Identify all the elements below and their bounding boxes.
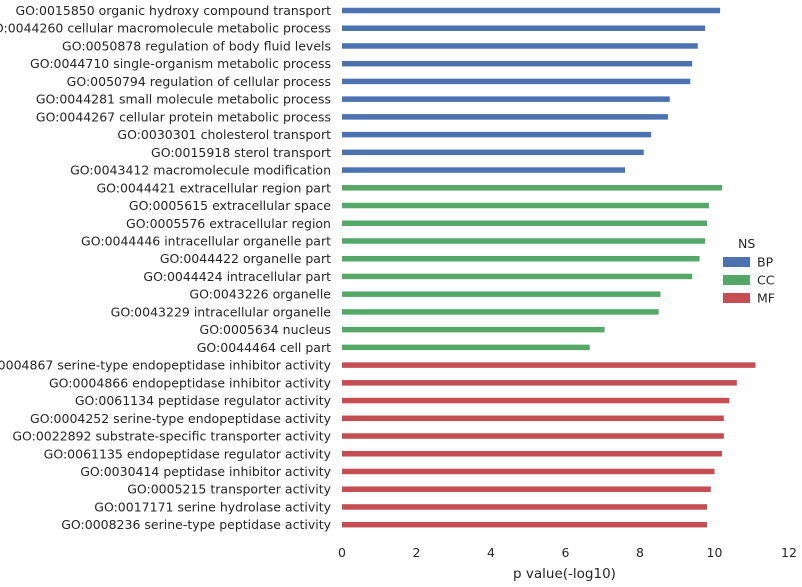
category-label: GO:0044260 cellular macromolecule metabo… — [0, 21, 331, 36]
legend: NS BP CC MF — [723, 236, 775, 306]
bar-bp-1 — [342, 25, 706, 31]
x-axis-ticks: 0 2 4 6 8 10 12 — [338, 545, 797, 560]
bar-bp-9 — [342, 167, 626, 173]
x-tick-label: 6 — [562, 545, 570, 560]
bar-cc-10 — [342, 185, 722, 191]
bar-cc-16 — [342, 291, 661, 297]
category-label: GO:0061135 endopeptidase regulator activ… — [44, 446, 332, 461]
bar-cc-19 — [342, 344, 590, 351]
legend-swatch-mf — [723, 293, 750, 303]
x-tick-label: 10 — [707, 545, 723, 560]
category-label: GO:0005634 nucleus — [200, 322, 331, 337]
category-label: GO:0044281 small molecule metabolic proc… — [36, 92, 331, 107]
category-label: GO:0044421 extracellular region part — [96, 180, 331, 195]
legend-label-mf: MF — [757, 291, 775, 306]
legend-title: NS — [738, 236, 755, 251]
category-label: GO:0061134 peptidase regulator activity — [75, 393, 332, 408]
category-label: GO:0017171 serine hydrolase activity — [94, 499, 331, 514]
category-label: GO:0015850 organic hydroxy compound tran… — [15, 3, 331, 18]
x-tick-label: 0 — [338, 545, 346, 560]
category-label: GO:0004252 serine-type endopeptidase act… — [30, 411, 332, 426]
bar-mf-21 — [342, 380, 737, 386]
category-label: GO:0043229 intracellular organelle — [111, 304, 332, 319]
bar-bp-0 — [342, 7, 721, 14]
legend-label-cc: CC — [757, 273, 775, 288]
bar-bp-2 — [342, 43, 698, 49]
category-label: GO:0005615 extracellular space — [129, 198, 331, 213]
bar-mf-28 — [342, 504, 708, 510]
bar-mf-23 — [342, 415, 724, 422]
category-label: GO:0005215 transporter activity — [127, 482, 331, 497]
bar-cc-14 — [342, 255, 700, 262]
category-label: GO:0030414 peptidase inhibitor activity — [80, 464, 331, 479]
bar-cc-18 — [342, 326, 605, 333]
legend-swatch-cc — [723, 275, 750, 285]
bar-bp-8 — [342, 149, 644, 156]
category-label: GO:0044446 intracellular organelle part — [81, 233, 331, 248]
category-label: GO:0005576 extracellular region — [126, 216, 331, 231]
bar-cc-11 — [342, 202, 709, 209]
bar-cc-12 — [342, 220, 708, 227]
category-label: GO:0043412 macromolecule modification — [70, 163, 331, 178]
bar-mf-20 — [342, 362, 756, 368]
x-tick-label: 4 — [487, 545, 495, 560]
bar-mf-26 — [342, 468, 715, 475]
bar-mf-24 — [342, 433, 724, 439]
category-label: GO:0030301 cholesterol transport — [117, 127, 331, 142]
bar-mf-29 — [342, 521, 708, 528]
bar-mf-27 — [342, 486, 711, 492]
bar-mf-22 — [342, 397, 730, 404]
x-axis-title: p value(-log10) — [513, 566, 616, 582]
bar-bp-5 — [342, 96, 670, 102]
category-label: GO:0050878 regulation of body fluid leve… — [62, 38, 331, 53]
bar-bp-4 — [342, 78, 691, 85]
category-label: GO:0022892 substrate-specific transporte… — [12, 429, 331, 444]
category-label: GO:0015918 sterol transport — [151, 145, 331, 160]
bar-cc-15 — [342, 273, 693, 280]
bars-layer — [342, 7, 756, 528]
bar-cc-13 — [342, 238, 706, 244]
x-tick-label: 8 — [636, 545, 644, 560]
category-label: GO:0043226 organelle — [189, 287, 331, 302]
bar-bp-7 — [342, 131, 652, 138]
category-label: GO:0008236 serine-type peptidase activit… — [61, 517, 331, 532]
category-labels: GO:0015850 organic hydroxy compound tran… — [0, 3, 332, 532]
category-label: GO:0044424 intracellular part — [143, 269, 331, 284]
legend-swatch-bp — [723, 257, 750, 267]
x-tick-label: 2 — [413, 545, 421, 560]
bar-bp-3 — [342, 60, 693, 67]
category-label: GO:0044464 cell part — [197, 340, 331, 355]
category-label: GO:0044710 single-organism metabolic pro… — [30, 56, 331, 71]
bar-cc-17 — [342, 309, 659, 315]
category-label: GO:0004867 serine-type endopeptidase inh… — [0, 358, 332, 373]
category-label: GO:0050794 regulation of cellular proces… — [67, 74, 331, 89]
bar-mf-25 — [342, 451, 722, 457]
x-tick-label: 12 — [781, 545, 797, 560]
category-label: GO:0044267 cellular protein metabolic pr… — [36, 109, 331, 124]
category-label: GO:0044422 organelle part — [160, 251, 331, 266]
category-label: GO:0004866 endopeptidase inhibitor activ… — [49, 375, 332, 390]
bar-bp-6 — [342, 114, 668, 120]
legend-label-bp: BP — [757, 255, 774, 270]
